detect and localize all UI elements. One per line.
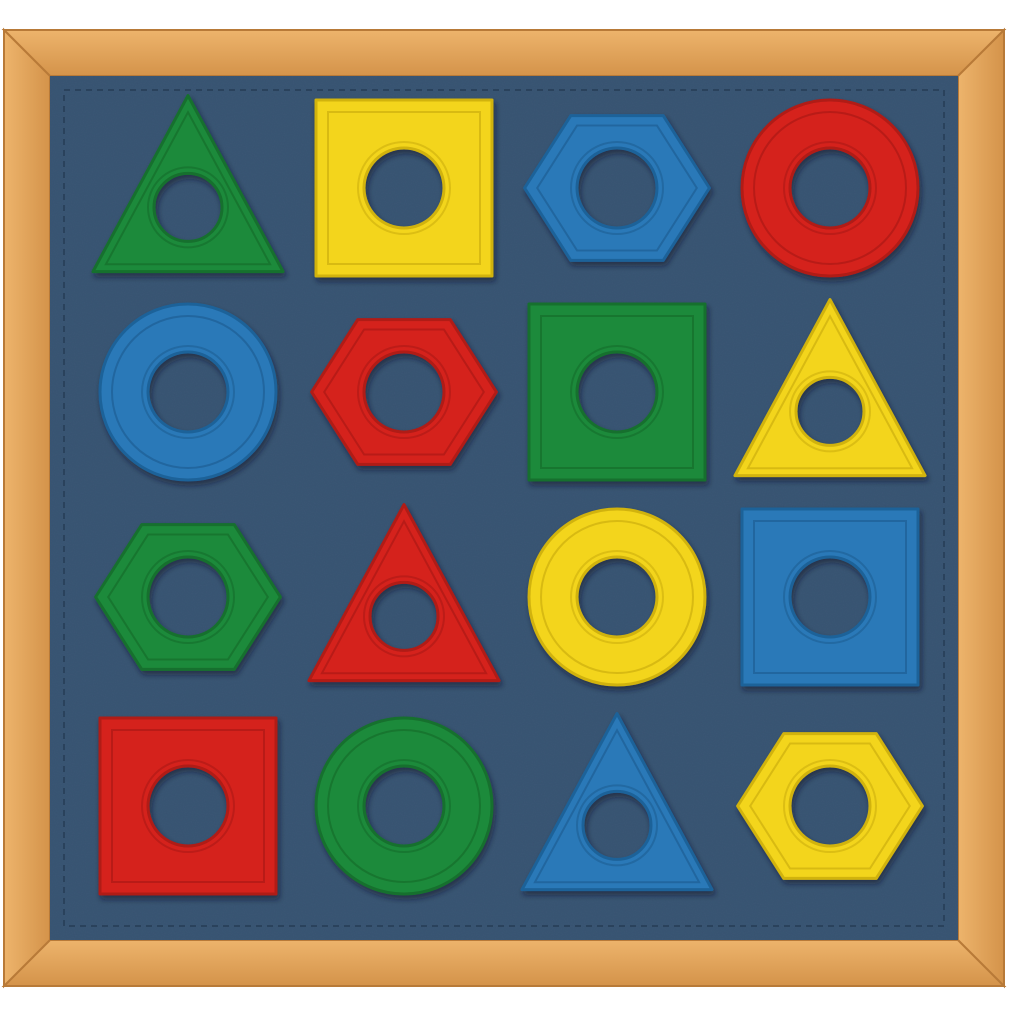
piece-hole	[141, 550, 235, 644]
square-body[interactable]	[314, 98, 494, 278]
triangle-body[interactable]	[520, 712, 714, 892]
piece-hole	[783, 550, 877, 644]
piece-hole	[570, 345, 664, 439]
yellow-hexagon-piece[interactable]	[736, 732, 924, 880]
blue-triangle-piece[interactable]	[520, 712, 714, 892]
circle-body[interactable]	[98, 302, 278, 482]
piece-stitching	[533, 728, 701, 884]
piece-hole	[357, 759, 451, 853]
piece-hole	[783, 141, 877, 235]
frame-top	[1, 29, 1007, 77]
piece-stitching	[107, 533, 269, 661]
piece-hole	[141, 345, 235, 439]
circle-body[interactable]	[527, 507, 707, 687]
triangle-body[interactable]	[91, 94, 285, 274]
piece-stitching	[104, 110, 272, 266]
piece-hole	[363, 575, 445, 658]
piece-stitching	[327, 111, 481, 265]
square-body[interactable]	[740, 507, 920, 687]
hexagon-body[interactable]	[94, 523, 282, 671]
piece-stitching	[110, 315, 266, 469]
piece-hole	[141, 759, 235, 853]
yellow-triangle-piece[interactable]	[733, 298, 927, 478]
piece-hole	[147, 166, 229, 249]
wooden-frame	[1, 27, 1007, 989]
blue-hexagon-piece[interactable]	[523, 114, 711, 262]
yellow-square-piece[interactable]	[314, 98, 494, 278]
yellow-circle-piece[interactable]	[527, 507, 707, 687]
piece-hole	[357, 141, 451, 235]
piece-stitching	[323, 328, 485, 456]
piece-stitching	[749, 742, 911, 870]
hexagon-body[interactable]	[310, 318, 498, 466]
red-circle-piece[interactable]	[740, 98, 920, 278]
frame-bottom	[1, 939, 1007, 987]
triangle-body[interactable]	[733, 298, 927, 478]
green-triangle-piece[interactable]	[91, 94, 285, 274]
piece-stitching	[752, 111, 908, 265]
triangle-body[interactable]	[307, 503, 501, 683]
piece-stitching	[753, 520, 907, 674]
circle-body[interactable]	[740, 98, 920, 278]
piece-hole	[357, 345, 451, 439]
piece-stitching	[320, 519, 488, 675]
blue-circle-piece[interactable]	[98, 302, 278, 482]
red-square-piece[interactable]	[98, 716, 278, 896]
felt-stitching	[63, 89, 945, 927]
green-circle-piece[interactable]	[314, 716, 494, 896]
frame-right	[957, 27, 1005, 989]
piece-stitching	[539, 520, 695, 674]
piece-hole	[570, 141, 664, 235]
piece-stitching	[540, 315, 694, 469]
green-square-piece[interactable]	[527, 302, 707, 482]
green-hexagon-piece[interactable]	[94, 523, 282, 671]
blue-square-piece[interactable]	[740, 507, 920, 687]
red-triangle-piece[interactable]	[307, 503, 501, 683]
piece-hole	[576, 784, 658, 867]
frame-left	[3, 27, 51, 989]
square-body[interactable]	[98, 716, 278, 896]
red-hexagon-piece[interactable]	[310, 318, 498, 466]
square-body[interactable]	[527, 302, 707, 482]
hexagon-body[interactable]	[736, 732, 924, 880]
circle-body[interactable]	[314, 716, 494, 896]
hexagon-body[interactable]	[523, 114, 711, 262]
piece-hole	[783, 759, 877, 853]
piece-stitching	[746, 314, 914, 470]
piece-hole	[570, 550, 664, 644]
piece-stitching	[326, 729, 482, 883]
piece-stitching	[111, 729, 265, 883]
piece-hole	[789, 370, 871, 453]
pieces-grid	[91, 94, 927, 896]
piece-stitching	[536, 124, 698, 252]
